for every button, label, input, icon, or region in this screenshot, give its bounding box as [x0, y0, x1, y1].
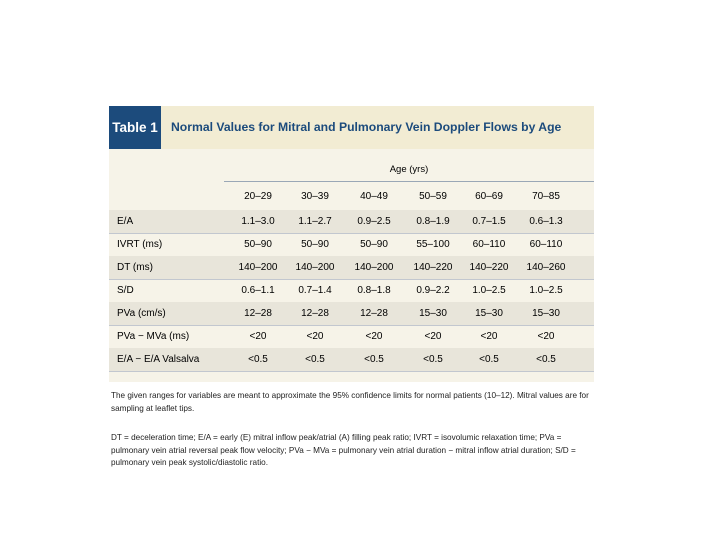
table-cell: 1.0–2.5 — [472, 285, 506, 296]
table-cell: <20 — [306, 331, 324, 342]
table-cell: 1.1–2.7 — [298, 216, 332, 227]
table-cell: 50–90 — [244, 239, 272, 250]
row-label: IVRT (ms) — [117, 239, 163, 250]
table-cell: 1.0–2.5 — [529, 285, 563, 296]
row-divider — [109, 325, 594, 326]
row-divider — [109, 371, 594, 372]
footnote-abbreviations: DT = deceleration time; E/A = early (E) … — [111, 433, 576, 467]
column-header: 40–49 — [360, 191, 388, 202]
column-header: 60–69 — [475, 191, 503, 202]
table-cell: 140–200 — [354, 262, 394, 273]
table-cell: <20 — [537, 331, 555, 342]
table-cell: 0.9–2.5 — [357, 216, 391, 227]
table-cell: <20 — [480, 331, 498, 342]
footnote-confidence: The given ranges for variables are meant… — [111, 391, 589, 413]
table-cell: 15–30 — [475, 308, 503, 319]
table-cell: 140–200 — [238, 262, 278, 273]
table-cell: 140–200 — [295, 262, 335, 273]
table-cell: 140–260 — [526, 262, 566, 273]
table-row: S/D 0.6–1.1 0.7–1.4 0.8–1.8 0.9–2.2 1.0–2.5 1.… — [109, 279, 594, 302]
age-header-divider — [224, 181, 594, 182]
table-cell: <0.5 — [479, 354, 499, 365]
table-cell: 1.1–3.0 — [241, 216, 275, 227]
table-cell: 140–220 — [469, 262, 509, 273]
table-row: E/A − E/A Valsalva <0.5 <0.5 <0.5 <0.5 <0.5 <0… — [109, 348, 594, 371]
table-cell: 0.7–1.4 — [298, 285, 332, 296]
table-cell: 15–30 — [532, 308, 560, 319]
row-label: E/A − E/A Valsalva — [117, 354, 200, 365]
table-cell: 60–110 — [472, 239, 506, 250]
column-header: 70–85 — [532, 191, 560, 202]
row-label: PVa − MVa (ms) — [117, 331, 190, 342]
table-cell: 12–28 — [301, 308, 329, 319]
table-cell: <0.5 — [364, 354, 384, 365]
table-cell: 12–28 — [360, 308, 388, 319]
age-group-header: Age (yrs) — [389, 164, 429, 175]
table-cell: 0.8–1.9 — [416, 216, 450, 227]
table-cell: <20 — [249, 331, 267, 342]
row-label: E/A — [117, 216, 134, 227]
table-cell: <20 — [424, 331, 442, 342]
table-cell: 15–30 — [419, 308, 447, 319]
table-cell: 0.7–1.5 — [472, 216, 506, 227]
table-cell: 12–28 — [244, 308, 272, 319]
row-label: DT (ms) — [117, 262, 153, 273]
column-header: 50–59 — [419, 191, 447, 202]
table-cell: <0.5 — [536, 354, 556, 365]
column-header: 30–39 — [301, 191, 329, 202]
table-label: Table 1 — [109, 106, 161, 149]
column-header-row: 20–29 30–39 40–49 50–59 60–69 70–85 — [109, 185, 594, 208]
table-cell: 0.9–2.2 — [416, 285, 450, 296]
table-cell: 55–100 — [416, 239, 450, 250]
column-header: 20–29 — [244, 191, 272, 202]
table-title: Normal Values for Mitral and Pulmonary V… — [171, 120, 562, 134]
table-cell: <0.5 — [305, 354, 325, 365]
table-row: E/A 1.1–3.0 1.1–2.7 0.9–2.5 0.8–1.9 0.7–1.5 0.… — [109, 210, 594, 233]
data-table: Table 1 Normal Values for Mitral and Pul… — [109, 106, 594, 382]
table-row: DT (ms) 140–200 140–200 140–200 140–220 140–2… — [109, 256, 594, 279]
table-title-bar: Table 1 Normal Values for Mitral and Pul… — [109, 106, 594, 149]
table-cell: 0.8–1.8 — [357, 285, 391, 296]
table-cell: 50–90 — [301, 239, 329, 250]
table-cell: <20 — [365, 331, 383, 342]
row-divider — [109, 233, 594, 234]
table-cell: 0.6–1.1 — [241, 285, 275, 296]
table-cell: 60–110 — [529, 239, 563, 250]
table-cell: 50–90 — [360, 239, 388, 250]
row-label: S/D — [117, 285, 134, 296]
row-divider — [109, 279, 594, 280]
table-row: PVa (cm/s) 12–28 12–28 12–28 15–30 15–30 15–30 — [109, 302, 594, 325]
table-row: IVRT (ms) 50–90 50–90 50–90 55–100 60–110 60–1… — [109, 233, 594, 256]
table-cell: <0.5 — [423, 354, 443, 365]
table-cell: 0.6–1.3 — [529, 216, 563, 227]
table-cell: 140–220 — [413, 262, 453, 273]
table-row: PVa − MVa (ms) <20 <20 <20 <20 <20 <20 — [109, 325, 594, 348]
table-cell: <0.5 — [248, 354, 268, 365]
row-label: PVa (cm/s) — [117, 308, 166, 319]
